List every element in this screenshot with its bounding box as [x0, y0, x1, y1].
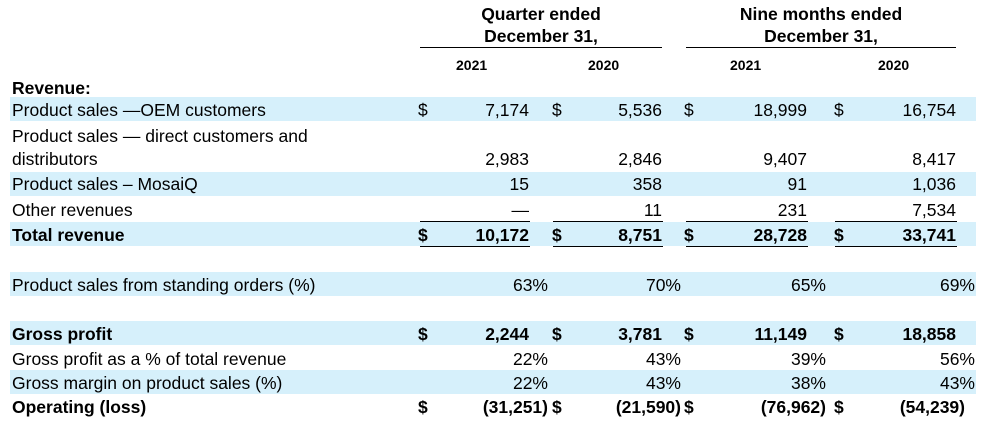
row-label: Operating (loss)	[12, 397, 147, 417]
cell-value: (76,962)	[760, 397, 826, 417]
subtotal-rule	[553, 221, 663, 222]
row-shade	[10, 97, 976, 121]
currency-symbol: $	[684, 225, 694, 245]
row-label: Other revenues	[12, 200, 133, 220]
header-quarter-line2: December 31,	[484, 26, 598, 46]
row-shade	[10, 321, 976, 345]
row-label: Gross margin on product sales (%)	[12, 373, 283, 393]
row-label: Gross profit as a % of total revenue	[12, 349, 287, 369]
total-rule	[835, 246, 957, 247]
cell-value: —	[511, 200, 530, 220]
cell-value: 5,536	[618, 100, 662, 120]
cell-value: (31,251)	[482, 397, 548, 417]
cell-value: 16,754	[902, 100, 956, 120]
cell-value: 18,999	[753, 100, 807, 120]
cell-value: 8,417	[912, 149, 956, 169]
cell-value: 43%	[939, 373, 975, 393]
currency-symbol: $	[552, 225, 562, 245]
currency-symbol: $	[418, 100, 428, 120]
subtotal-rule	[835, 221, 957, 222]
cell-value: 22%	[512, 373, 548, 393]
cell-value: 39%	[790, 349, 826, 369]
cell-value: 70%	[645, 275, 681, 295]
subtotal-rule	[420, 221, 530, 222]
currency-symbol: $	[684, 100, 694, 120]
cell-value: 7,174	[485, 100, 529, 120]
row-label: Product sales – MosaiQ	[12, 174, 198, 194]
cell-value: 63%	[512, 275, 548, 295]
cell-value: 231	[777, 200, 807, 220]
year-header: 2021	[730, 57, 762, 73]
cell-value: (21,590)	[615, 397, 681, 417]
cell-value: 9,407	[763, 149, 807, 169]
currency-symbol: $	[834, 324, 844, 344]
cell-value: 10,172	[475, 225, 529, 245]
header-underline	[686, 47, 956, 48]
header-nine-months-line1: Nine months ended	[739, 4, 903, 24]
cell-value: 38%	[790, 373, 826, 393]
currency-symbol: $	[834, 100, 844, 120]
row-label: Product sales — direct customers and	[12, 126, 308, 146]
cell-value: 3,781	[618, 324, 662, 344]
cell-value: 43%	[645, 373, 681, 393]
cell-value: 1,036	[912, 174, 956, 194]
cell-value: 11	[643, 200, 662, 220]
subtotal-rule	[686, 221, 808, 222]
cell-value: (54,239)	[899, 397, 965, 417]
cell-value: 2,983	[485, 149, 529, 169]
cell-value: 358	[632, 174, 662, 194]
total-rule	[686, 246, 808, 247]
cell-value: 11,149	[754, 324, 807, 344]
currency-symbol: $	[552, 100, 562, 120]
row-label: Gross profit	[12, 324, 113, 344]
cell-value: 33,741	[902, 225, 956, 245]
currency-symbol: $	[834, 397, 844, 417]
year-header: 2021	[456, 57, 488, 73]
currency-symbol: $	[418, 225, 428, 245]
cell-value: 7,534	[912, 200, 956, 220]
cell-value: 91	[787, 174, 807, 194]
row-shade	[10, 172, 976, 196]
cell-value: 56%	[939, 349, 975, 369]
row-shade	[10, 370, 976, 394]
year-header: 2020	[588, 57, 620, 73]
row-shade	[10, 272, 976, 296]
cell-value: 2,244	[485, 324, 529, 344]
header-quarter-line1: Quarter ended	[481, 4, 601, 24]
currency-symbol: $	[552, 324, 562, 344]
total-rule	[420, 246, 530, 247]
cell-value: 28,728	[753, 225, 807, 245]
row-label: Total revenue	[12, 225, 125, 245]
currency-symbol: $	[684, 397, 694, 417]
header-underline	[420, 47, 662, 48]
currency-symbol: $	[684, 324, 694, 344]
row-shade	[10, 222, 976, 246]
cell-value: 18,858	[902, 324, 956, 344]
cell-value: 15	[509, 174, 529, 194]
currency-symbol: $	[418, 397, 428, 417]
currency-symbol: $	[834, 225, 844, 245]
year-header: 2020	[878, 57, 910, 73]
section-label-revenue: Revenue:	[12, 78, 91, 98]
currency-symbol: $	[552, 397, 562, 417]
header-nine-months-line2: December 31,	[764, 26, 878, 46]
cell-value: 43%	[645, 349, 681, 369]
currency-symbol: $	[418, 324, 428, 344]
cell-value: 2,846	[618, 149, 662, 169]
total-rule	[553, 246, 663, 247]
cell-value: 65%	[790, 275, 826, 295]
cell-value: 8,751	[618, 225, 662, 245]
row-label: Product sales —OEM customers	[12, 100, 266, 120]
row-label: Product sales from standing orders (%)	[12, 275, 316, 295]
cell-value: 22%	[512, 349, 548, 369]
cell-value: 69%	[939, 275, 975, 295]
row-label: distributors	[12, 149, 98, 169]
